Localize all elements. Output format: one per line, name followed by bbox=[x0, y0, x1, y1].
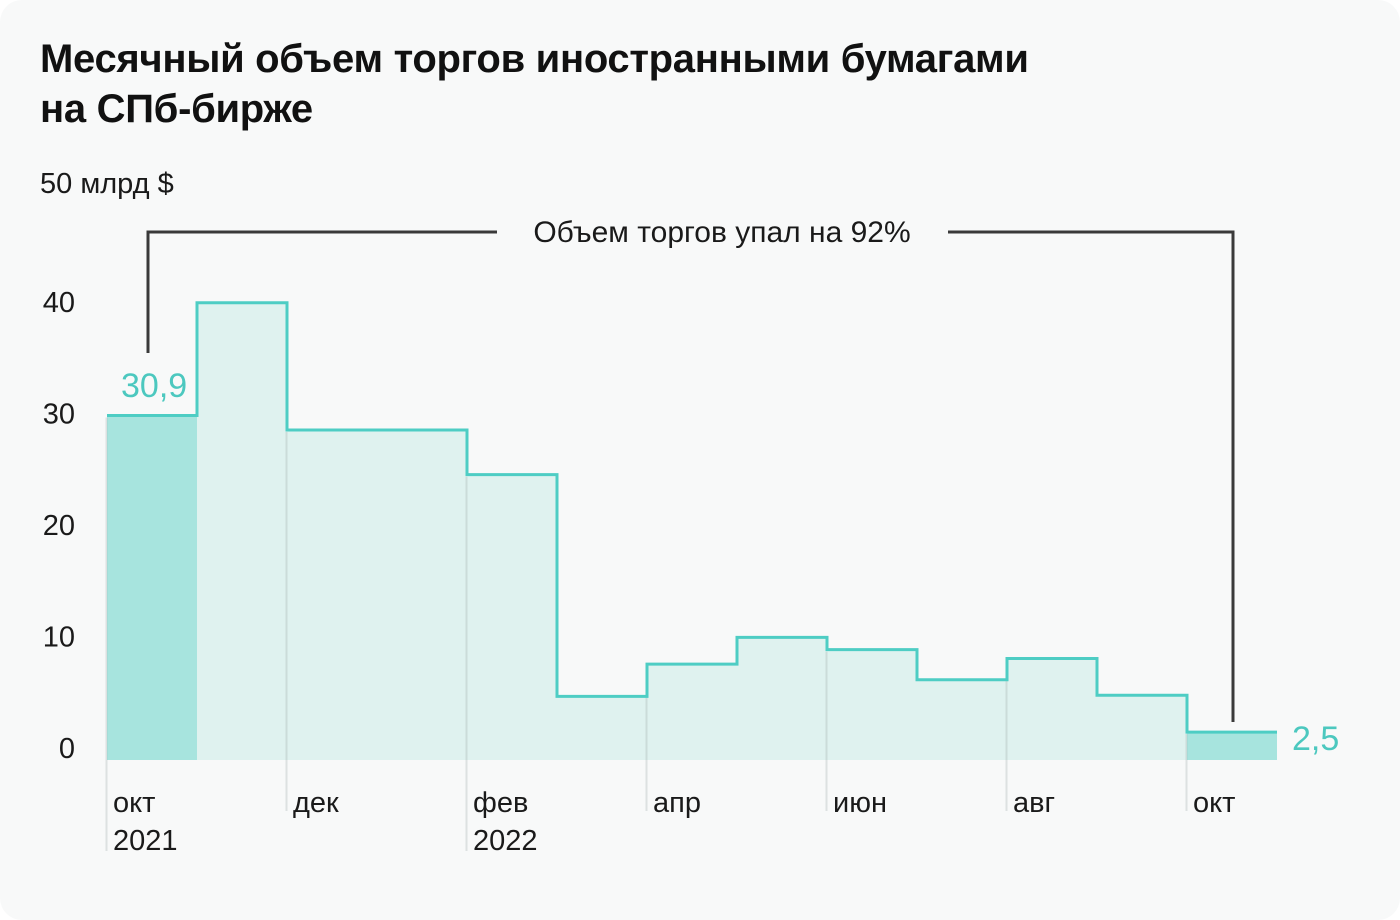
x-axis-year-label: 2021 bbox=[113, 825, 178, 857]
value-label-last: 2,5 bbox=[1292, 720, 1339, 758]
value-label-first: 30,9 bbox=[121, 367, 187, 405]
highlight-bar-first bbox=[107, 415, 197, 760]
y-axis-label: 10 bbox=[43, 622, 75, 654]
x-axis-label: апр bbox=[653, 787, 701, 819]
y-axis-label: 30 bbox=[43, 399, 75, 431]
chart-title-line-1: Месячный объем торгов иностранными бумаг… bbox=[40, 37, 1029, 81]
highlight-bar-last bbox=[1187, 732, 1277, 760]
annotation-line-left bbox=[146, 230, 497, 353]
x-axis-label: фев bbox=[473, 787, 528, 819]
y-axis-label: 20 bbox=[43, 510, 75, 542]
x-axis-label: окт bbox=[1193, 787, 1235, 819]
x-axis-year-label: 2022 bbox=[473, 825, 538, 857]
x-axis-label: окт bbox=[113, 787, 155, 819]
chart-title: Месячный объем торгов иностранными бумаг… bbox=[40, 34, 1029, 134]
step-outline bbox=[107, 301, 1277, 734]
y-axis-label: 40 bbox=[43, 287, 75, 319]
x-axis-label: дек bbox=[293, 787, 339, 819]
chart-title-line-2: на СПб-бирже bbox=[40, 87, 313, 131]
x-axis-label: июн bbox=[833, 787, 887, 819]
y-axis-unit-label: 50 млрд $ bbox=[40, 168, 174, 200]
annotation-label: Объем торгов упал на 92% bbox=[533, 216, 910, 249]
x-axis-label: авг bbox=[1013, 787, 1055, 819]
annotation-line-right bbox=[948, 230, 1235, 722]
step-area-fill bbox=[107, 302, 1277, 760]
y-axis-label: 0 bbox=[59, 733, 75, 765]
